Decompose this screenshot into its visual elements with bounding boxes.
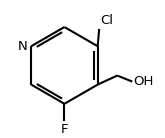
Text: N: N [18,40,27,53]
Text: F: F [61,123,68,136]
Text: Cl: Cl [100,14,113,27]
Text: OH: OH [133,75,153,88]
